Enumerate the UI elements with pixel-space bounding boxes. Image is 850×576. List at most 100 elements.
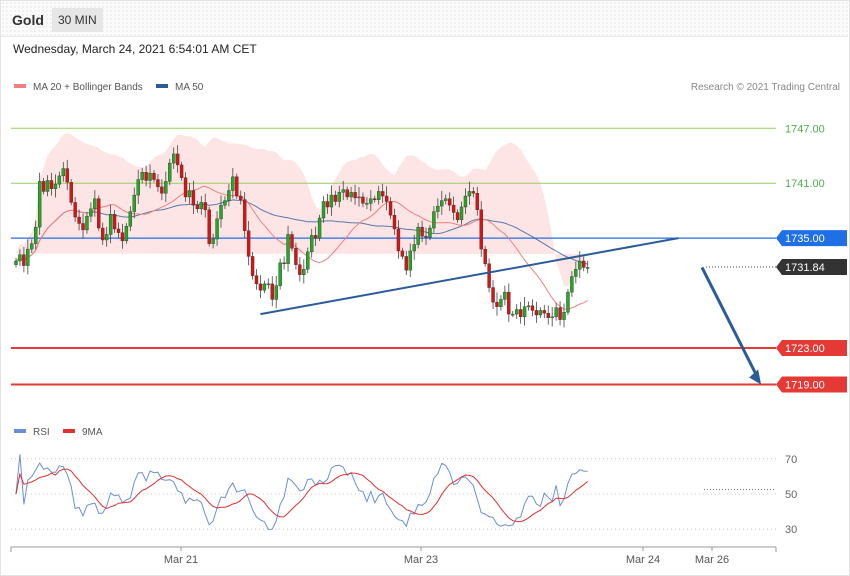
rsi-legend-label: RSI xyxy=(33,427,50,438)
candle xyxy=(325,193,330,214)
candle-body xyxy=(408,250,412,271)
candle xyxy=(65,159,69,191)
forecast-arrow-head xyxy=(749,369,762,385)
rsi-tick-label: 50 xyxy=(785,489,797,501)
candle xyxy=(345,186,349,200)
candle-body xyxy=(120,232,125,242)
candle-body xyxy=(345,189,349,198)
x-tick-label: Mar 21 xyxy=(164,554,198,566)
candle xyxy=(195,200,200,213)
candle-body xyxy=(444,198,448,201)
candle-body xyxy=(282,262,286,265)
candle xyxy=(164,171,168,203)
candle xyxy=(554,303,558,321)
candle xyxy=(262,280,267,294)
candle xyxy=(463,188,468,214)
candle-body xyxy=(432,211,436,229)
candle xyxy=(144,165,148,187)
candle xyxy=(447,192,452,212)
candle xyxy=(507,283,511,322)
rsi-line xyxy=(15,454,588,530)
candle xyxy=(574,261,578,284)
candle xyxy=(207,206,211,247)
candle xyxy=(530,299,535,317)
candle-body xyxy=(34,226,38,244)
candle-body xyxy=(428,227,432,238)
research-credit: Research © 2021 Trading Central xyxy=(691,82,840,93)
candle xyxy=(239,190,243,205)
candle-body xyxy=(317,217,322,239)
rsi-ma-line xyxy=(15,468,589,523)
candle-body xyxy=(574,269,578,277)
candle xyxy=(258,275,263,299)
candle xyxy=(191,180,196,214)
candle xyxy=(77,209,81,231)
candle xyxy=(392,208,397,235)
candle xyxy=(487,258,491,293)
x-tick-label: Mar 24 xyxy=(626,554,660,566)
candle-body xyxy=(416,226,420,245)
candle xyxy=(160,179,164,201)
candle-body xyxy=(175,153,180,166)
candle xyxy=(349,186,353,202)
candle-body xyxy=(479,209,483,250)
candle-body xyxy=(246,230,251,257)
candle xyxy=(93,190,97,217)
candle-body xyxy=(451,204,456,213)
candle xyxy=(136,169,140,204)
candle-body xyxy=(53,183,58,189)
candle-body xyxy=(136,179,140,196)
candle xyxy=(290,231,294,252)
candle-body xyxy=(274,285,278,300)
candle-body xyxy=(369,198,373,204)
candle-body xyxy=(538,310,543,316)
candle xyxy=(436,198,440,219)
candle-body xyxy=(215,218,219,240)
candle-body xyxy=(325,201,330,208)
candle xyxy=(168,158,172,186)
candle xyxy=(369,190,373,212)
candle-body xyxy=(487,263,491,288)
candle-body xyxy=(179,164,184,178)
candle-body xyxy=(511,313,515,316)
candle-body xyxy=(353,192,357,199)
candle xyxy=(538,307,543,318)
candle-body xyxy=(45,180,50,192)
candle xyxy=(53,174,58,198)
candle-body xyxy=(101,227,105,241)
x-tick-label: Mar 23 xyxy=(404,554,438,566)
candle xyxy=(140,167,144,184)
candle-body xyxy=(258,283,263,291)
candle-body xyxy=(420,226,424,237)
candle-body xyxy=(203,202,207,210)
candle-body xyxy=(566,291,570,313)
candle-body xyxy=(108,214,113,235)
candle xyxy=(187,182,192,204)
candle-body xyxy=(388,201,393,216)
candle-body xyxy=(313,235,318,239)
candle-body xyxy=(558,307,562,320)
candle-body xyxy=(73,202,77,218)
candle-body xyxy=(534,310,539,316)
candle xyxy=(250,252,255,280)
candle-body xyxy=(37,181,42,228)
candle xyxy=(14,257,18,268)
candle-body xyxy=(250,256,255,276)
candle xyxy=(511,310,515,317)
candle xyxy=(491,279,495,310)
x-tick-label: Mar 26 xyxy=(695,554,729,566)
candle xyxy=(112,210,117,233)
interval-badge[interactable]: 30 MIN xyxy=(52,8,103,32)
candle xyxy=(566,288,570,316)
chart-timestamp: Wednesday, March 24, 2021 6:54:01 AM CET xyxy=(13,42,257,56)
candle-body xyxy=(128,211,133,227)
candle-body xyxy=(69,182,73,203)
candle-body xyxy=(199,202,203,210)
candle-body xyxy=(459,206,464,221)
candle-body xyxy=(475,193,479,210)
candle-body xyxy=(499,299,503,307)
candle-body xyxy=(266,283,271,286)
candle-body xyxy=(515,309,519,315)
candle xyxy=(495,292,499,316)
chart-header: Gold 30 MIN xyxy=(1,1,848,37)
